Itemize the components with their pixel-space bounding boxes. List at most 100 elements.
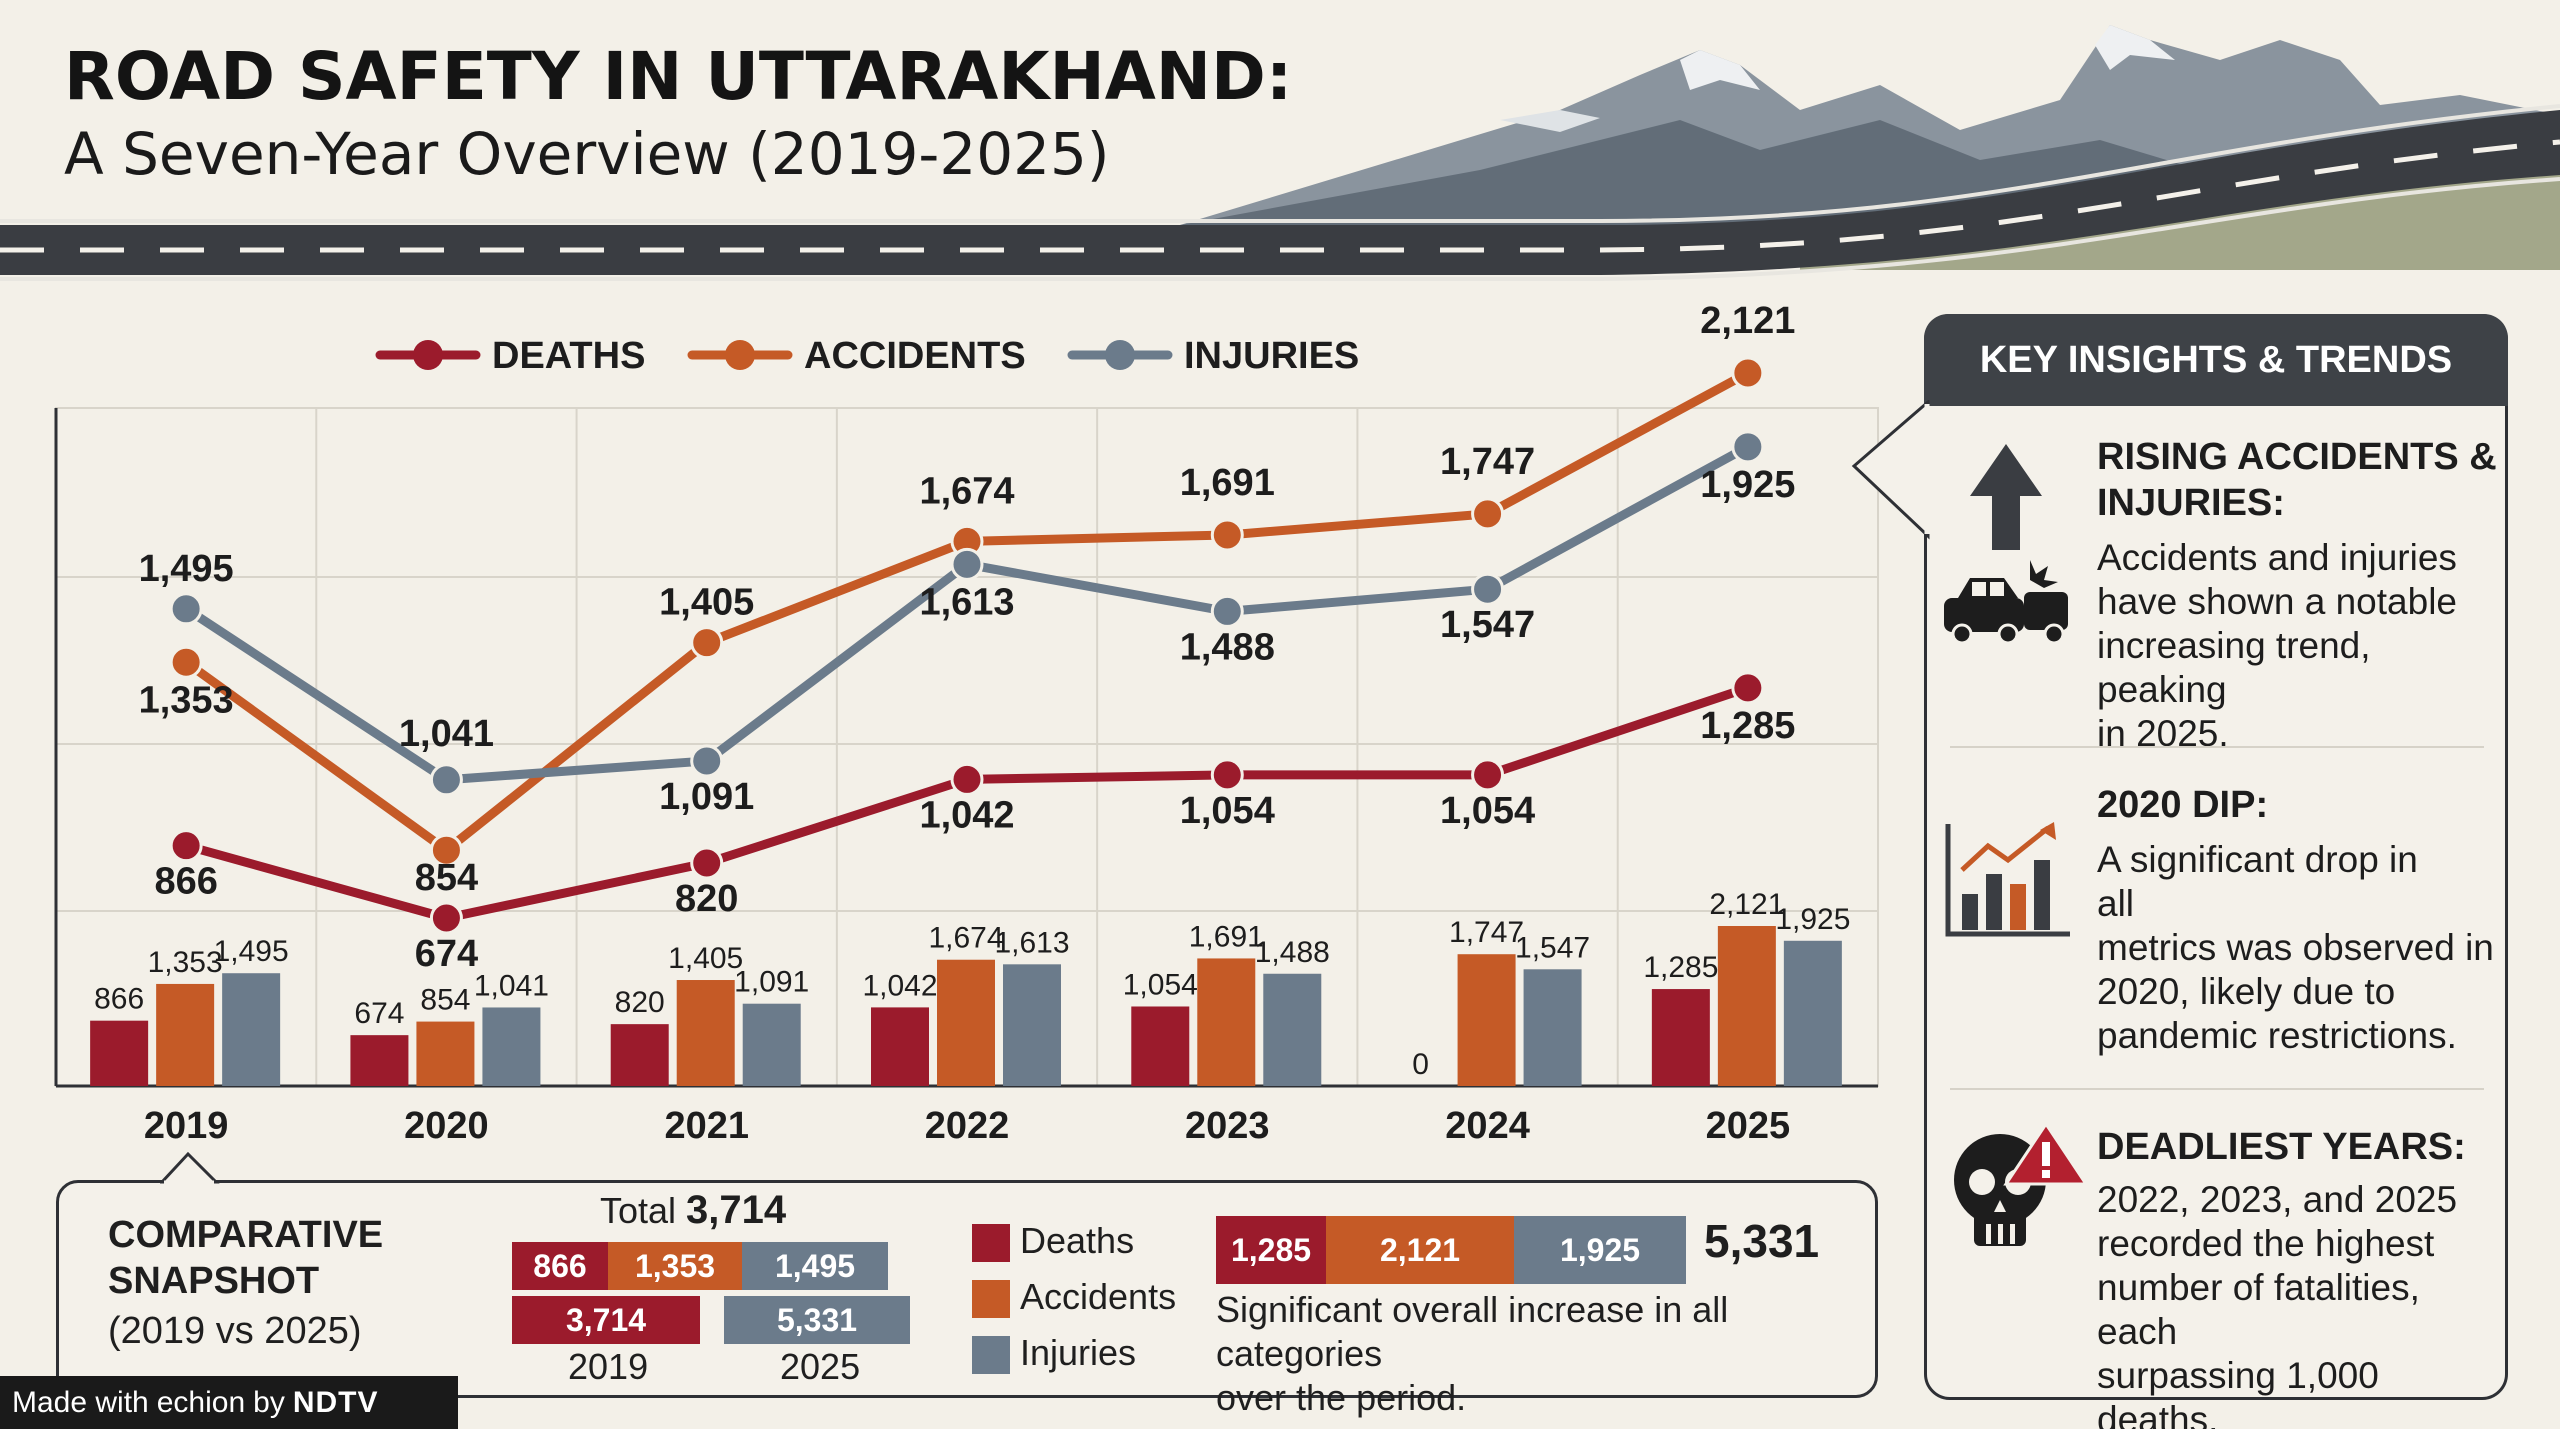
legend-marker-deaths bbox=[413, 340, 443, 370]
snapshot-2025-accidents: 2,121 bbox=[1326, 1216, 1514, 1284]
panel-pointer bbox=[1851, 400, 1930, 540]
snapshot-2019-injuries: 1,495 bbox=[742, 1242, 888, 1290]
line-label-deaths: 820 bbox=[675, 878, 738, 920]
line-point-injuries bbox=[950, 547, 984, 581]
legend-label-accidents: ACCIDENTS bbox=[804, 335, 1026, 377]
road-edge bbox=[0, 177, 2560, 281]
bar-chart-trend-icon bbox=[1945, 822, 2070, 937]
line-point-accidents bbox=[1210, 518, 1244, 552]
bar-deaths bbox=[610, 1024, 669, 1086]
line-label-injuries: 1,091 bbox=[659, 776, 754, 818]
legend-swatch-deaths bbox=[972, 1224, 1010, 1262]
bar-label-injuries: 1,925 bbox=[1775, 903, 1850, 936]
bar-label-accidents: 1,674 bbox=[928, 922, 1003, 955]
snapshot-2025-injuries: 1,925 bbox=[1514, 1216, 1686, 1284]
legend-marker-injuries bbox=[1105, 340, 1135, 370]
line-point-injuries bbox=[1731, 430, 1765, 464]
bar-accidents bbox=[416, 1021, 475, 1086]
line-point-deaths bbox=[169, 829, 203, 863]
bar-accidents bbox=[1717, 926, 1776, 1086]
line-label-accidents: 1,353 bbox=[139, 679, 234, 721]
line-point-accidents bbox=[1731, 356, 1765, 390]
line-label-injuries: 1,547 bbox=[1440, 604, 1535, 646]
insight-text-dip: A significant drop in all metrics was ob… bbox=[2097, 839, 2494, 1056]
bar-label-deaths: 0 bbox=[1412, 1048, 1429, 1081]
bar-injuries bbox=[1263, 973, 1322, 1086]
snow-cap bbox=[1680, 50, 1760, 90]
line-label-accidents: 1,405 bbox=[659, 582, 754, 624]
insight-title-rising: RISING ACCIDENTS & INJURIES: bbox=[2097, 436, 2497, 524]
line-label-deaths: 866 bbox=[154, 861, 217, 903]
snapshot-note: Significant overall increase in all cate… bbox=[1216, 1289, 1729, 1418]
bar-label-accidents: 1,691 bbox=[1189, 920, 1264, 953]
footer-by: by bbox=[253, 1385, 285, 1419]
line-label-accidents: 2,121 bbox=[1700, 300, 1795, 342]
bar-label-accidents: 1,747 bbox=[1449, 916, 1524, 949]
bar-label-deaths: 820 bbox=[615, 986, 665, 1019]
divider bbox=[1950, 746, 2484, 748]
line-point-accidents bbox=[690, 626, 724, 660]
line-point-injuries bbox=[690, 744, 724, 778]
insight-title-dip: 2020 DIP: bbox=[2097, 784, 2269, 826]
snapshot-legend-deaths: Deaths bbox=[1020, 1220, 1135, 1261]
line-label-accidents: 854 bbox=[415, 857, 478, 899]
x-tick-label: 2023 bbox=[1185, 1105, 1270, 1147]
legend-marker-accidents bbox=[725, 340, 755, 370]
bar-accidents bbox=[676, 980, 735, 1086]
line-label-accidents: 1,691 bbox=[1180, 462, 1275, 504]
line-label-deaths: 1,054 bbox=[1180, 790, 1275, 832]
line-label-injuries: 1,041 bbox=[399, 713, 494, 755]
snapshot-year-2019: 2019 bbox=[568, 1346, 649, 1387]
bar-accidents bbox=[1197, 958, 1256, 1086]
line-label-deaths: 674 bbox=[415, 933, 478, 975]
legend-label-deaths: DEATHS bbox=[492, 335, 645, 377]
bar-injuries bbox=[482, 1007, 541, 1086]
line-point-deaths bbox=[1471, 758, 1505, 792]
snapshot-pointer bbox=[160, 1151, 220, 1184]
road-dashes bbox=[0, 139, 2560, 253]
arrow-up-car-crash-icon bbox=[1944, 444, 2068, 645]
line-label-injuries: 1,613 bbox=[919, 581, 1014, 623]
page-title: ROAD SAFETY IN UTTARAKHAND: bbox=[64, 38, 1293, 115]
insight-title-deadliest: DEADLIEST YEARS: bbox=[2097, 1126, 2466, 1168]
line-point-deaths bbox=[1731, 671, 1765, 705]
x-tick-label: 2020 bbox=[404, 1105, 489, 1147]
bar-injuries bbox=[1003, 964, 1061, 1086]
bar-injuries bbox=[1783, 940, 1842, 1086]
bar-label-injuries: 1,613 bbox=[994, 926, 1069, 959]
footer-bar: Made with echion by NDTV bbox=[0, 1376, 458, 1429]
snapshot-total-value: 3,714 bbox=[686, 1188, 787, 1232]
bar-label-deaths: 1,054 bbox=[1123, 968, 1198, 1001]
bar-deaths bbox=[871, 1007, 929, 1086]
snapshot-2025-deaths: 1,285 bbox=[1216, 1216, 1326, 1284]
bar-injuries bbox=[742, 1003, 801, 1086]
snapshot-legend-injuries: Injuries bbox=[1020, 1332, 1137, 1373]
line-label-deaths: 1,054 bbox=[1440, 790, 1535, 832]
legend-label-injuries: INJURIES bbox=[1184, 335, 1359, 377]
snapshot-total-2019: 3,714 bbox=[512, 1296, 700, 1344]
line-label-deaths: 1,285 bbox=[1700, 705, 1795, 747]
x-tick-label: 2019 bbox=[144, 1105, 229, 1147]
bar-deaths bbox=[350, 1035, 409, 1086]
snapshot-title: COMPARATIVE SNAPSHOT bbox=[108, 1214, 384, 1302]
line-label-injuries: 1,495 bbox=[139, 548, 234, 590]
divider bbox=[1950, 1088, 2484, 1090]
bar-label-injuries: 1,488 bbox=[1255, 936, 1330, 969]
line-point-injuries bbox=[1210, 594, 1244, 628]
footer-brand: echion bbox=[156, 1385, 246, 1419]
snow-cap bbox=[1500, 110, 1600, 132]
line-point-accidents bbox=[429, 833, 463, 867]
snapshot-year-2025: 2025 bbox=[780, 1346, 861, 1387]
line-label-deaths: 1,042 bbox=[919, 794, 1014, 836]
snapshot-2019-deaths: 866 bbox=[512, 1242, 608, 1290]
bar-label-injuries: 1,547 bbox=[1515, 931, 1590, 964]
bar-label-injuries: 1,495 bbox=[214, 935, 289, 968]
snapshot-total-2025: 5,331 bbox=[724, 1296, 910, 1344]
snapshot-sum-2025: 5,331 bbox=[1704, 1215, 1820, 1267]
snapshot-2019-accidents: 1,353 bbox=[608, 1242, 742, 1290]
road-edge bbox=[0, 104, 2560, 223]
line-label-injuries: 1,488 bbox=[1180, 626, 1275, 668]
line-label-injuries: 1,925 bbox=[1700, 464, 1795, 506]
snow-cap bbox=[2095, 25, 2175, 70]
